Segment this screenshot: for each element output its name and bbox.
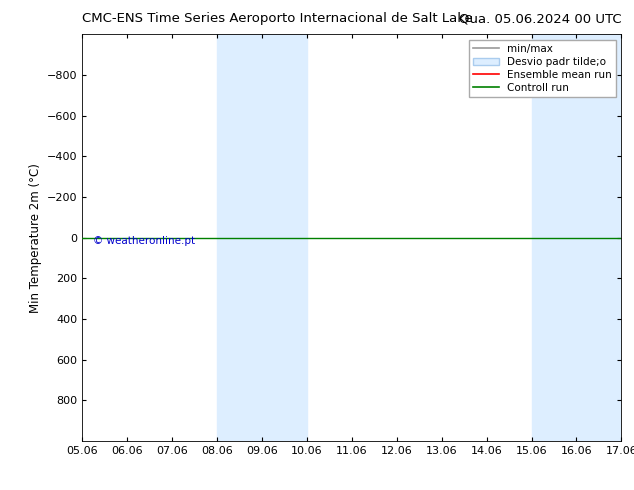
Y-axis label: Min Temperature 2m (°C): Min Temperature 2m (°C) bbox=[29, 163, 41, 313]
Bar bbox=[217, 34, 307, 441]
Bar bbox=[531, 34, 621, 441]
Text: Qua. 05.06.2024 00 UTC: Qua. 05.06.2024 00 UTC bbox=[458, 12, 621, 25]
Text: CMC-ENS Time Series Aeroporto Internacional de Salt Lake: CMC-ENS Time Series Aeroporto Internacio… bbox=[82, 12, 473, 25]
Text: © weatheronline.pt: © weatheronline.pt bbox=[93, 236, 195, 245]
Legend: min/max, Desvio padr tilde;o, Ensemble mean run, Controll run: min/max, Desvio padr tilde;o, Ensemble m… bbox=[469, 40, 616, 97]
